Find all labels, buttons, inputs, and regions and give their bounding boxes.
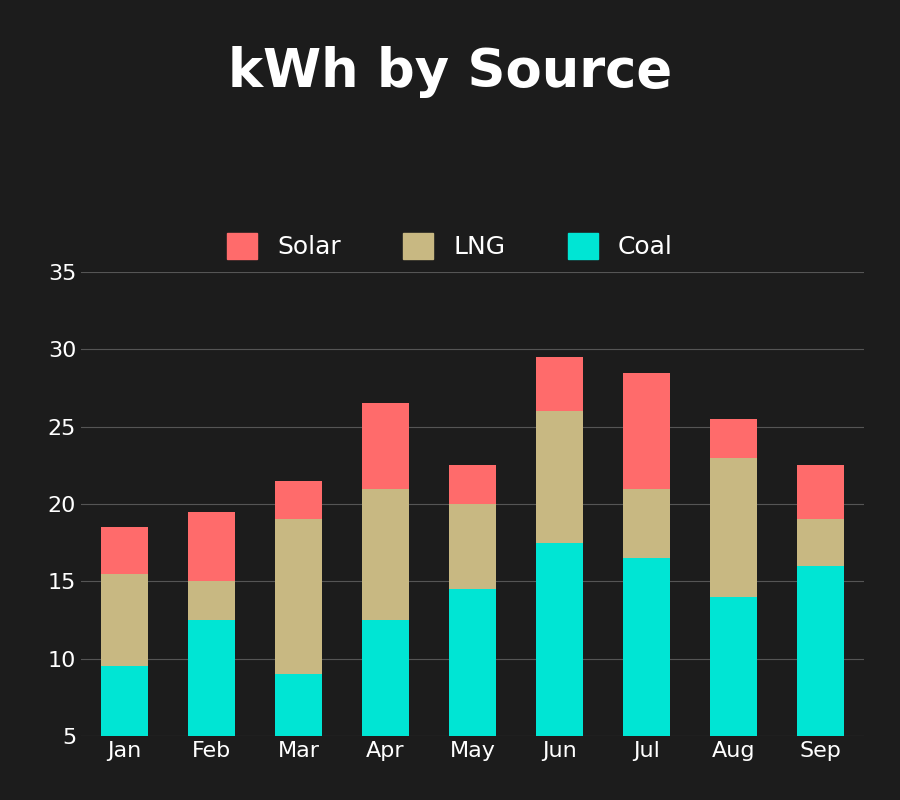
- Bar: [536, 542, 583, 800]
- Bar: [796, 566, 844, 800]
- Bar: [187, 512, 236, 582]
- Text: kWh by Source: kWh by Source: [228, 46, 672, 98]
- Bar: [187, 620, 236, 800]
- Bar: [796, 466, 844, 519]
- Bar: [709, 597, 758, 800]
- Bar: [101, 574, 148, 666]
- Bar: [623, 373, 670, 489]
- Bar: [623, 558, 670, 800]
- Bar: [274, 674, 322, 800]
- Bar: [101, 527, 148, 574]
- Bar: [709, 458, 758, 597]
- Bar: [187, 582, 236, 620]
- Bar: [448, 504, 497, 589]
- Bar: [362, 403, 410, 489]
- Bar: [362, 489, 410, 620]
- Bar: [709, 419, 758, 458]
- Bar: [274, 481, 322, 519]
- Bar: [796, 519, 844, 566]
- Bar: [274, 519, 322, 674]
- Bar: [448, 589, 497, 800]
- Bar: [536, 357, 583, 411]
- Legend: Solar, LNG, Coal: Solar, LNG, Coal: [215, 221, 685, 272]
- Bar: [362, 620, 410, 800]
- Bar: [623, 489, 670, 558]
- Bar: [448, 466, 497, 504]
- Bar: [101, 666, 148, 800]
- Bar: [536, 411, 583, 542]
